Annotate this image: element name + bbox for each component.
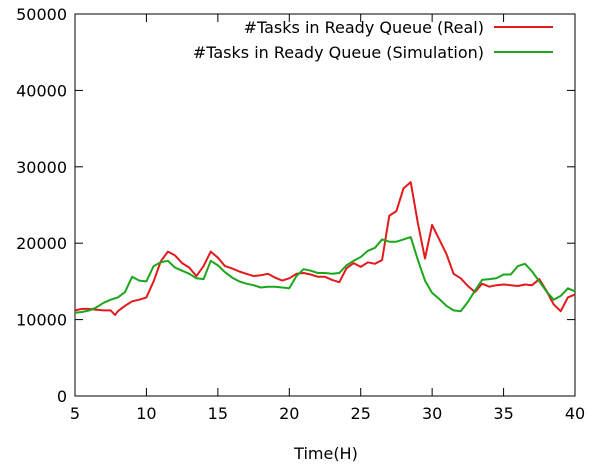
y-tick-label: 10000 — [16, 311, 67, 330]
y-tick-label: 0 — [57, 387, 67, 406]
x-tick-label: 20 — [279, 404, 299, 423]
legend-label: #Tasks in Ready Queue (Simulation) — [193, 43, 484, 62]
series-lines — [74, 181, 576, 316]
x-tick-label: 15 — [208, 404, 228, 423]
legend: #Tasks in Ready Queue (Real) #Tasks in Re… — [193, 18, 553, 62]
plot-frame — [74, 13, 576, 397]
legend-label: #Tasks in Ready Queue (Real) — [244, 18, 484, 37]
y-tick-label: 40000 — [16, 81, 67, 100]
x-tick-label: 40 — [565, 404, 585, 423]
series-line-simulation — [74, 236, 576, 314]
x-axis-title: Time(H) — [293, 444, 358, 463]
axes — [74, 13, 576, 397]
x-tick-label: 30 — [422, 404, 442, 423]
x-tick-label: 25 — [351, 404, 371, 423]
y-tick-label: 50000 — [16, 5, 67, 24]
x-tick-label: 10 — [136, 404, 156, 423]
series-line-real — [74, 181, 576, 316]
y-tick-label: 20000 — [16, 234, 67, 253]
axis-ticks: 5 10 15 20 25 30 35 40 0 10000 20000 30000 40000 5000… — [16, 5, 585, 423]
x-tick-label: 35 — [493, 404, 513, 423]
y-tick-label: 30000 — [16, 158, 67, 177]
x-tick-label: 5 — [70, 404, 80, 423]
